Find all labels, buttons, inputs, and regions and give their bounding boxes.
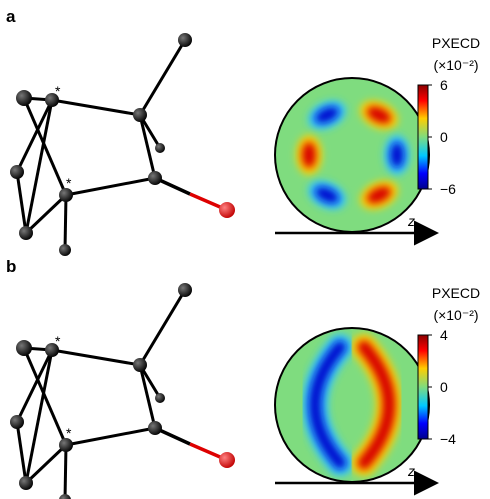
lobe-core <box>390 142 404 168</box>
bond <box>140 365 155 428</box>
star: * <box>55 333 61 349</box>
colorbar-tick-label: 0 <box>440 379 448 395</box>
axis-label: z <box>407 213 415 229</box>
colorbar-title: PXECD <box>432 285 480 301</box>
colorbar-title: PXECD <box>432 35 480 51</box>
panel-label: a <box>6 7 16 26</box>
colorbar-tick-label: 6 <box>440 77 448 93</box>
bond <box>52 350 140 365</box>
figure: a * * PXECD (×10⁻²) 6 0 −6 z b * * PXECD (×10⁻²) 4 0 −4 z <box>0 0 490 499</box>
bond <box>140 115 155 178</box>
bond <box>140 40 185 115</box>
oxygen-atom <box>219 202 235 218</box>
bond <box>17 172 26 233</box>
colorbar-tick-label: 0 <box>440 129 448 145</box>
colorbar-unit: (×10⁻²) <box>433 57 478 73</box>
colorbar-unit: (×10⁻²) <box>433 307 478 323</box>
atom <box>59 494 71 499</box>
colorbar <box>418 85 428 189</box>
atom <box>148 171 162 185</box>
colorbar-tick-label: −6 <box>440 181 456 197</box>
star: * <box>55 83 61 99</box>
bond <box>52 100 140 115</box>
atom <box>10 415 24 429</box>
colorbar-tick-label: −4 <box>440 431 456 447</box>
atom <box>59 244 71 256</box>
panel: a * * PXECD (×10⁻²) 6 0 −6 z <box>6 7 480 256</box>
star: * <box>66 425 72 441</box>
atom <box>133 108 147 122</box>
atom <box>19 476 33 490</box>
bond <box>17 350 52 422</box>
bond <box>65 195 66 250</box>
bond <box>140 290 185 365</box>
atom <box>16 90 32 106</box>
lobe-core <box>302 142 316 168</box>
atom <box>155 143 165 153</box>
bond <box>17 422 26 483</box>
panel-label: b <box>6 257 16 276</box>
bond <box>17 100 52 172</box>
atom <box>10 165 24 179</box>
atom <box>133 358 147 372</box>
atom <box>148 421 162 435</box>
colorbar <box>418 335 428 439</box>
bond <box>66 178 155 195</box>
oxygen-atom <box>219 452 235 468</box>
atom <box>155 393 165 403</box>
star: * <box>66 175 72 191</box>
bond <box>66 428 155 445</box>
atom <box>178 283 192 297</box>
page: {"panels":[ {"label":"a","stars":["*","*… <box>0 0 490 499</box>
atom <box>16 340 32 356</box>
colorbar-tick-label: 4 <box>440 327 448 343</box>
bond <box>65 445 66 499</box>
atom <box>178 33 192 47</box>
panel: b * * PXECD (×10⁻²) 4 0 −4 z <box>6 257 480 499</box>
atom <box>19 226 33 240</box>
axis-label: z <box>407 463 415 479</box>
